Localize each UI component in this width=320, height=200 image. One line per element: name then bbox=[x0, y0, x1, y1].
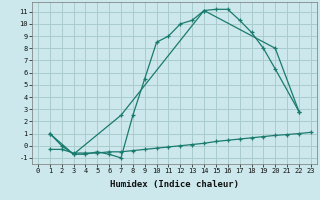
X-axis label: Humidex (Indice chaleur): Humidex (Indice chaleur) bbox=[110, 180, 239, 189]
